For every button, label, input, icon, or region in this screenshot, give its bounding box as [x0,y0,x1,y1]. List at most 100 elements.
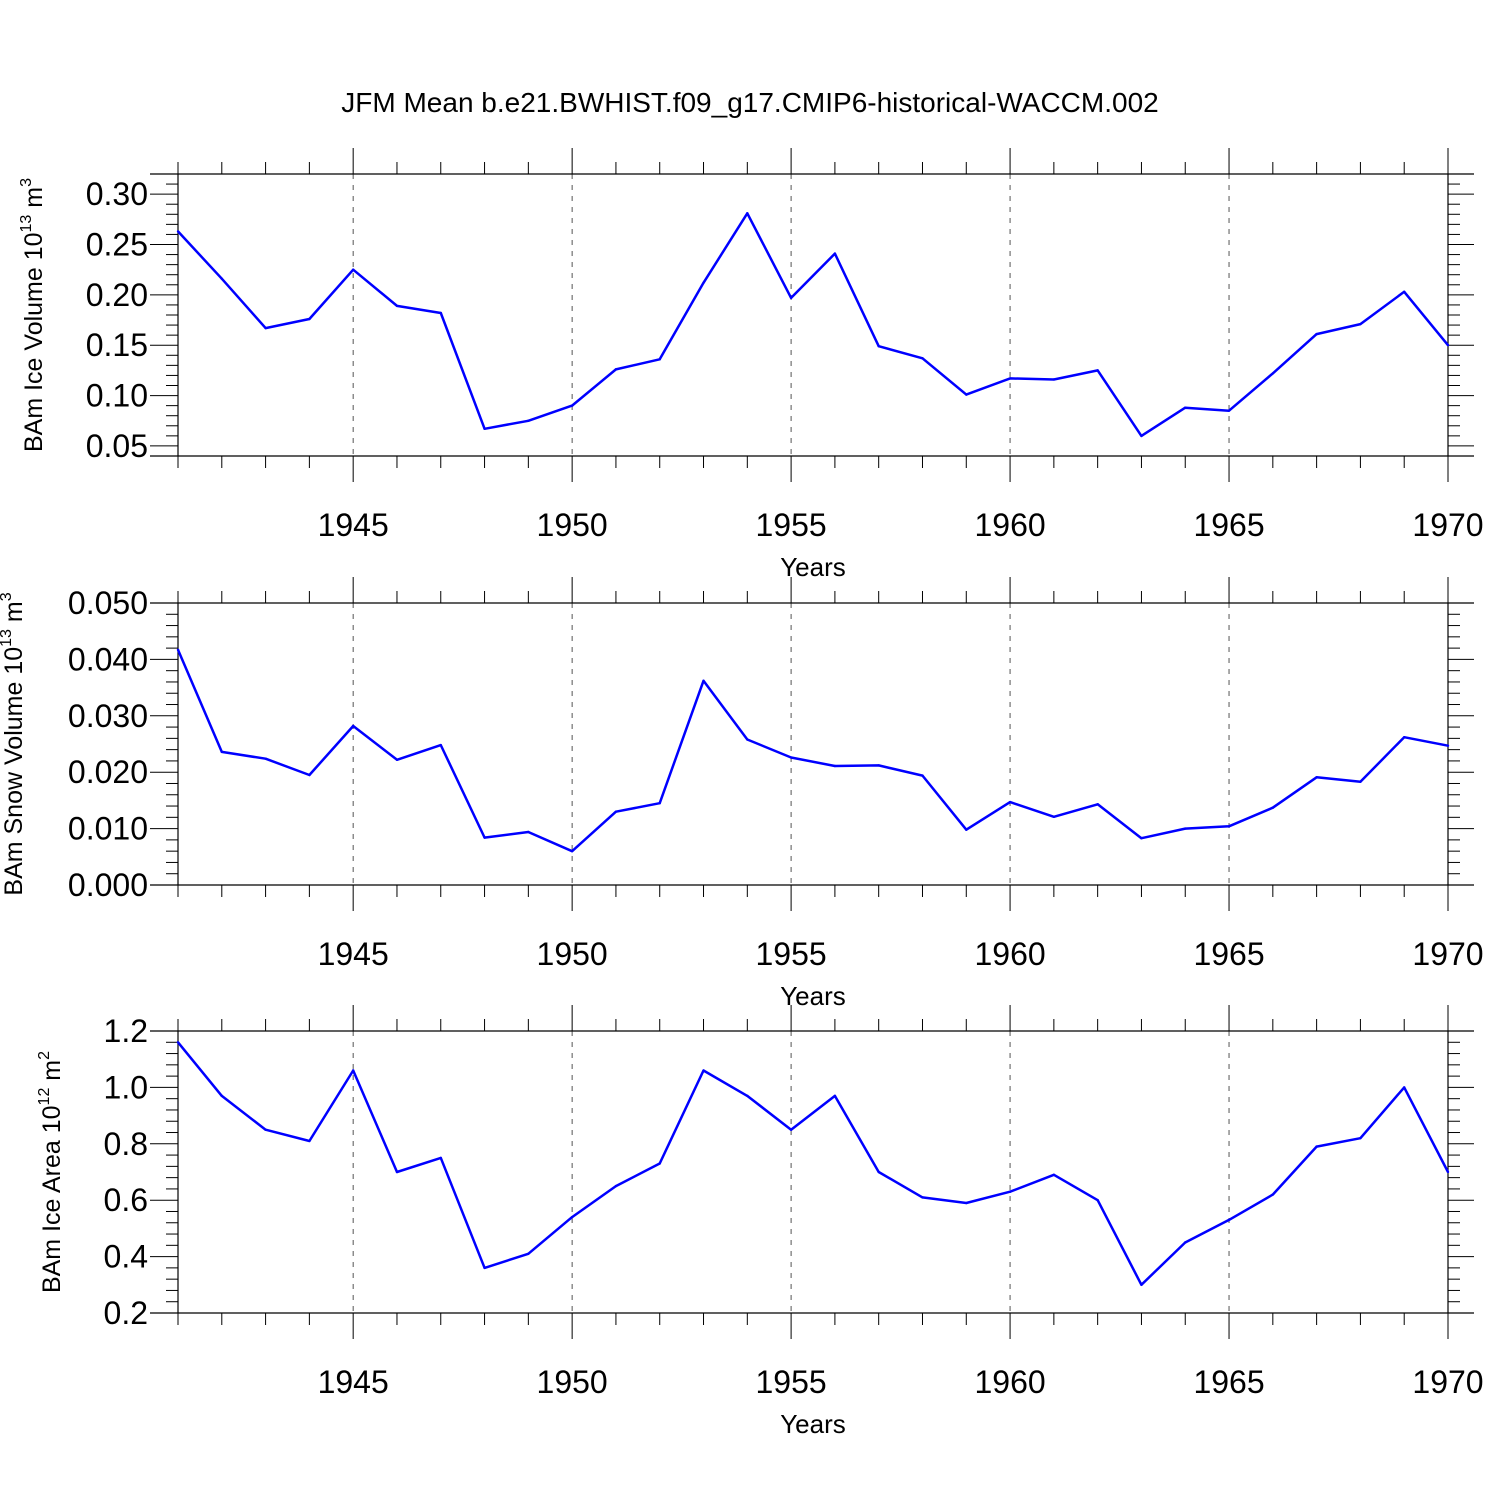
y-tick-label: 0.010 [68,811,148,847]
chart-panels: 0.05 0.10 0.15 0.20 0.25 0.30 1945 1950 1955 1960… [0,148,1484,1439]
data-point [921,774,924,777]
y-tick-label: 0.050 [68,585,148,621]
data-point [308,317,311,321]
data-point [1096,1199,1099,1202]
data-point [614,1184,618,1188]
y-tick-label: 0.05 [86,428,148,464]
x-tick-label: 1955 [756,1364,827,1400]
data-point [176,230,180,233]
data-point [527,830,530,834]
data-point [570,849,574,853]
data-point [1403,1086,1406,1089]
data-point [439,1156,442,1160]
data-point [570,1215,574,1219]
y-tick-label: 0.6 [104,1182,148,1218]
data-point [746,738,749,741]
x-axis-label: Years [780,1409,846,1439]
data-point [833,252,837,255]
data-point [395,1170,399,1174]
y-axis-label: BAm Snow Volume 1013 m3 [0,592,28,895]
data-point [1008,1190,1012,1193]
data-point [483,836,486,839]
data-point [702,679,705,683]
x-tick-label: 1955 [756,507,827,543]
data-point [1315,1145,1318,1148]
y-axis-label: BAm Ice Volume 1013 m3 [18,178,48,452]
data-point [1140,434,1143,438]
data-point [351,268,355,271]
data-point [1140,1283,1143,1287]
data-point [264,757,267,760]
data-point [833,1094,837,1098]
data-point [439,743,442,747]
x-tick-label: 1950 [537,1364,608,1400]
data-point [351,1069,355,1072]
y-tick-label: 0.10 [86,378,148,414]
data-point [746,212,749,215]
x-tick-label: 1960 [974,1364,1045,1400]
y-tick-label: 1.0 [104,1069,148,1105]
y-tick-label: 0.030 [68,698,148,734]
data-point [1008,377,1012,380]
data-point [483,1266,486,1270]
data-point [658,802,661,805]
data-point [351,724,355,728]
data-point [1271,1193,1275,1196]
x-tick-label: 1965 [1193,1364,1264,1400]
x-axis-label: Years [780,981,846,1011]
x-tick-label: 1965 [1193,507,1264,543]
data-point [702,281,705,284]
data-point [658,1162,661,1165]
data-point [921,1196,924,1199]
data-point [483,427,486,431]
data-point [1096,803,1099,806]
data-point [264,1128,267,1131]
y-tick-label: 0.30 [86,176,148,212]
y-tick-label: 0.15 [86,327,148,363]
data-point [264,326,267,330]
y-axis-label: BAm Ice Area 1012 m2 [36,1051,66,1293]
data-point [614,810,618,813]
data-point [702,1069,705,1072]
data-point [395,304,399,308]
data-point [1446,1170,1450,1174]
y-tick-label: 0.8 [104,1126,148,1162]
x-tick-label: 1970 [1412,1364,1483,1400]
y-tick-label: 0.2 [104,1295,148,1331]
data-point [439,311,442,315]
y-tick-label: 0.000 [68,867,148,903]
data-point [658,358,661,361]
data-point [921,357,924,360]
series-line [176,649,1449,853]
data-point [308,1139,311,1143]
x-tick-label: 1950 [537,936,608,972]
x-tick-label: 1960 [974,936,1045,972]
data-point [1052,378,1056,381]
data-point [527,1252,530,1255]
x-tick-label: 1965 [1193,936,1264,972]
data-point [789,296,793,300]
x-tick-label: 1945 [318,936,389,972]
data-point [1184,827,1187,830]
data-point [570,404,574,407]
data-point [1315,332,1318,336]
data-point [1271,372,1275,375]
data-point [1052,815,1056,818]
data-point [877,764,880,767]
data-point [1359,1136,1362,1140]
data-point [1227,1218,1231,1222]
data-point [527,419,530,422]
data-point [1227,825,1231,828]
data-point [1315,776,1318,779]
data-point [1184,406,1187,409]
x-tick-label: 1945 [318,507,389,543]
data-point [176,1041,180,1044]
data-point [1271,806,1275,809]
x-tick-label: 1970 [1412,936,1483,972]
data-point [1403,736,1406,739]
data-point [1227,409,1231,412]
data-point [220,277,223,280]
data-point [220,1094,223,1098]
